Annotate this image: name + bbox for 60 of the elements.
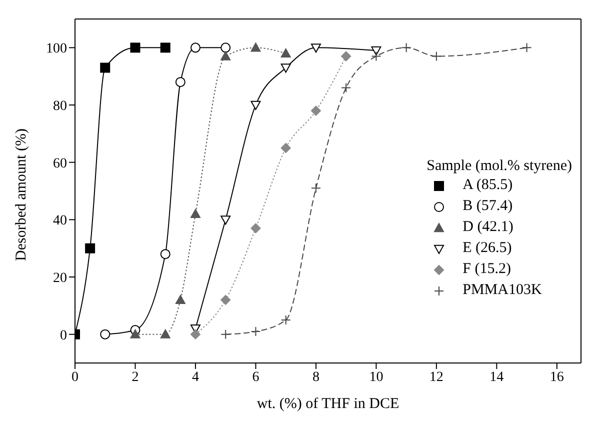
point xyxy=(310,106,321,116)
x-tick-label: 12 xyxy=(429,370,444,385)
point xyxy=(190,329,200,340)
legend-title: Sample (mol.% styrene) xyxy=(426,158,572,175)
point xyxy=(341,51,352,62)
point xyxy=(160,329,170,338)
x-tick-label: 4 xyxy=(192,370,199,385)
point xyxy=(100,62,110,73)
x-tick-label: 14 xyxy=(490,370,504,385)
point xyxy=(220,42,231,53)
y-tick-label: 20 xyxy=(53,270,67,286)
point xyxy=(175,77,186,88)
point xyxy=(220,216,231,225)
x-tick-label: 6 xyxy=(252,370,260,385)
x-axis-title: wt. (%) of THF in DCE xyxy=(256,396,400,412)
x-tick-label: 10 xyxy=(369,370,384,385)
point xyxy=(250,100,261,110)
y-tick-label: 40 xyxy=(53,214,67,229)
point xyxy=(160,42,170,53)
point xyxy=(220,51,231,60)
point xyxy=(250,223,261,234)
point xyxy=(371,51,382,62)
point xyxy=(522,42,532,53)
y-tick-label: 80 xyxy=(53,98,67,114)
legend-label: PMMA103K xyxy=(462,282,542,299)
y-axis-title: Desorbed amount (%) xyxy=(13,128,30,261)
point xyxy=(250,326,261,336)
legend-label: E (26.5) xyxy=(462,240,512,257)
point xyxy=(190,208,200,218)
point xyxy=(100,329,110,340)
point xyxy=(280,143,291,153)
y-tick-label: 0 xyxy=(60,328,67,344)
point xyxy=(401,42,412,53)
point xyxy=(341,82,352,93)
x-tick-label: 2 xyxy=(132,370,139,385)
point xyxy=(280,64,291,73)
point xyxy=(190,42,200,53)
point xyxy=(160,249,170,260)
point xyxy=(85,243,96,254)
legend-label: A (85.5) xyxy=(462,177,513,194)
x-tick-label: 0 xyxy=(72,370,78,385)
point xyxy=(220,294,231,305)
x-tick-label: 16 xyxy=(550,370,564,385)
point xyxy=(310,44,321,53)
legend-label: B (57.4) xyxy=(462,198,513,215)
point xyxy=(220,329,231,340)
point xyxy=(280,48,291,58)
point xyxy=(130,329,140,338)
point xyxy=(310,183,321,194)
point xyxy=(371,46,382,56)
point xyxy=(250,42,261,52)
point xyxy=(280,315,291,325)
point xyxy=(175,294,186,304)
point xyxy=(431,51,442,62)
legend-label: F (15.2) xyxy=(462,261,511,278)
y-tick-label: 100 xyxy=(46,42,67,57)
legend-label: D (42.1) xyxy=(462,219,514,236)
y-tick-label: 60 xyxy=(53,156,67,172)
point xyxy=(130,42,140,53)
x-tick-label: 8 xyxy=(312,370,320,385)
